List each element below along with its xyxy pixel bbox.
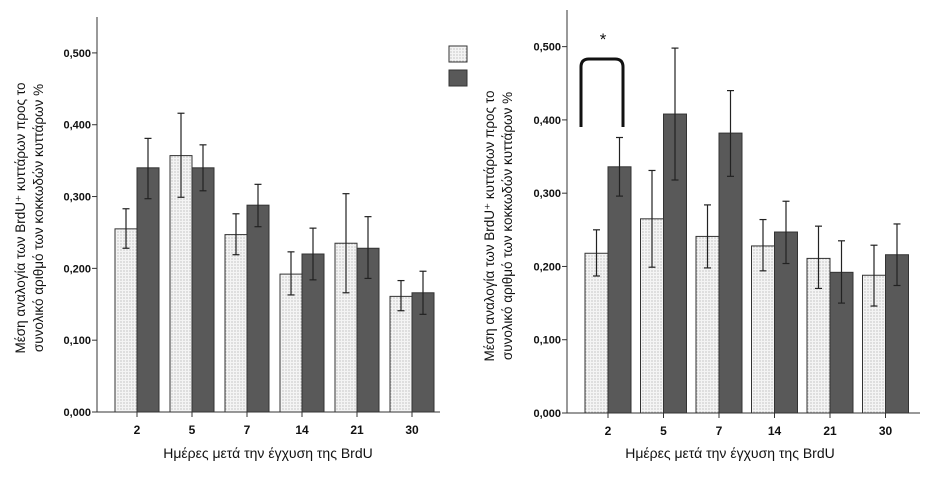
y-tick-label: 0,300 bbox=[63, 192, 91, 204]
y-tick-label: 0,100 bbox=[63, 335, 91, 347]
x-tick-label: 21 bbox=[823, 424, 837, 438]
bar-dark-series bbox=[246, 204, 270, 413]
y-tick-label: 0,000 bbox=[533, 408, 561, 420]
y-tick-label: 0,400 bbox=[63, 120, 91, 132]
y-tick-label: 0,100 bbox=[533, 335, 561, 347]
bar-dark-series bbox=[136, 167, 160, 413]
right-y-axis-title-line2: συνολικό αριθμό των κοκκωδών κυττάρων % bbox=[500, 92, 515, 360]
right-chart: 0,000 0,100 0,200 0,300 0,400 0,500 2 5 7 14 21 30… bbox=[482, 10, 920, 461]
significance-asterisk: * bbox=[600, 30, 607, 49]
legend bbox=[448, 45, 468, 87]
y-tick-label: 0,400 bbox=[533, 115, 561, 127]
x-tick-label: 14 bbox=[295, 423, 309, 437]
bar-light-series bbox=[584, 252, 609, 414]
bar-dark-series bbox=[607, 166, 632, 414]
bar-light-series bbox=[114, 228, 138, 413]
left-y-axis-title-line2: συνολικό αριθμό των κοκκωδών κυττάρων % bbox=[31, 84, 46, 352]
bar-dark-series bbox=[191, 167, 215, 413]
left-y-ticks: 0,000 0,100 0,200 0,300 0,400 0,500 bbox=[63, 48, 97, 419]
bar-light-series bbox=[224, 234, 248, 413]
x-tick-label: 2 bbox=[605, 424, 612, 438]
right-y-axis-title-line1: Μέση αναλογία των BrdU⁺ κυττάρων προς το bbox=[482, 91, 497, 362]
left-x-ticks: 2 5 7 14 21 30 bbox=[134, 412, 419, 437]
right-x-ticks: 2 5 7 14 21 30 bbox=[605, 413, 893, 438]
x-tick-label: 7 bbox=[716, 424, 723, 438]
bar-light-series bbox=[389, 295, 413, 413]
x-tick-label: 7 bbox=[244, 423, 251, 437]
y-tick-label: 0,200 bbox=[533, 261, 561, 273]
right-bars bbox=[584, 47, 909, 414]
significance-bracket bbox=[579, 57, 625, 127]
left-bars bbox=[114, 112, 435, 413]
y-tick-label: 0,500 bbox=[533, 42, 561, 54]
y-tick-label: 0,500 bbox=[63, 48, 91, 60]
x-tick-label: 30 bbox=[879, 424, 893, 438]
legend-swatch-light bbox=[448, 45, 468, 63]
x-tick-label: 21 bbox=[350, 423, 364, 437]
left-chart: 0,000 0,100 0,200 0,300 0,400 0,500 2 5 7 14 21 30… bbox=[13, 17, 440, 461]
x-tick-label: 30 bbox=[405, 423, 419, 437]
right-x-axis-title: Ημέρες μετά την έγχυση της BrdU bbox=[625, 445, 835, 461]
x-tick-label: 5 bbox=[660, 424, 667, 438]
y-tick-label: 0,200 bbox=[63, 263, 91, 275]
x-tick-label: 14 bbox=[768, 424, 782, 438]
right-y-ticks: 0,000 0,100 0,200 0,300 0,400 0,500 bbox=[533, 42, 567, 420]
x-tick-label: 5 bbox=[189, 423, 196, 437]
x-tick-label: 2 bbox=[134, 423, 141, 437]
left-y-axis-title-line1: Μέση αναλογία των BrdU⁺ κυττάρων προς το bbox=[13, 83, 28, 354]
y-tick-label: 0,300 bbox=[533, 188, 561, 200]
legend-swatch-dark bbox=[448, 69, 468, 87]
y-tick-label: 0,000 bbox=[63, 407, 91, 419]
left-x-axis-title: Ημέρες μετά την έγχυση της BrdU bbox=[163, 445, 373, 461]
